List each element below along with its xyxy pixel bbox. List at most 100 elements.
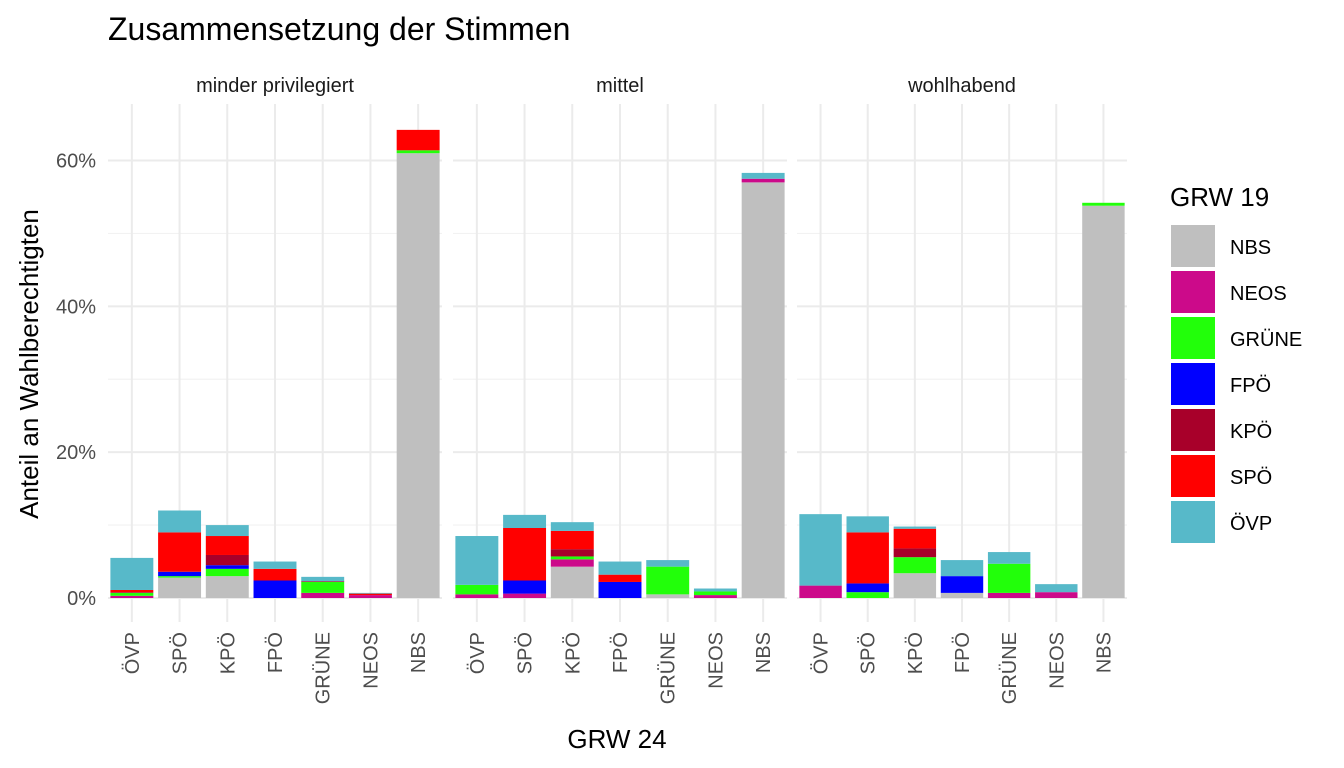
y-tick-label: 0%: [67, 588, 96, 610]
bar-segment-nbs-spoe: [396, 129, 440, 151]
bar-segment-spoe-oevp: [846, 516, 889, 533]
x-tick-label: ÖVP: [811, 632, 833, 674]
bar-segment-fpoe-nbs: [940, 592, 984, 598]
bar-segment-kpoe-gruene: [550, 556, 594, 560]
x-tick-label: ÖVP: [467, 632, 489, 674]
bar-segment-kpoe-gruene: [205, 568, 249, 577]
bar-segment-nbs-nbs: [741, 182, 785, 598]
bar-segment-kpoe-nbs: [550, 566, 594, 598]
bar-segment-gruene-oevp: [301, 576, 345, 582]
bar-segment-kpoe-kpoe: [205, 554, 249, 566]
y-tick-label: 60%: [56, 151, 96, 173]
bar-segment-oevp-neos: [455, 594, 499, 598]
bar-segment-kpoe-oevp: [205, 525, 249, 537]
bar-segment-kpoe-kpoe: [893, 548, 937, 558]
bar-segment-fpoe-spoe: [253, 568, 297, 581]
legend-swatch-spoe: [1171, 455, 1215, 497]
bar-segment-oevp-neos: [110, 595, 154, 598]
bar-segment-oevp-gruene: [110, 592, 154, 596]
bar-segment-fpoe-oevp: [253, 561, 297, 569]
panels-group: 0% 20% 40% 60% minder privilegiert ÖVP SPÖ KPÖ F…: [56, 75, 1127, 704]
bar-segment-nbs-nbs: [396, 153, 440, 599]
bar-segment-oevp-oevp: [110, 557, 154, 590]
bar-segment-neos-oevp: [693, 588, 737, 592]
legend-swatch-nbs: [1171, 225, 1215, 267]
bar-segment-oevp-oevp: [799, 514, 842, 586]
bar-segment-spoe-neos: [503, 593, 547, 598]
bar-segment-fpoe-fpoe: [253, 580, 297, 598]
bar-segment-neos-spoe: [348, 593, 392, 596]
legend-swatch-fpoe: [1171, 363, 1215, 405]
bar-segment-oevp-oevp: [455, 536, 499, 585]
bar-segment-kpoe-nbs: [893, 573, 937, 598]
bar-segment-spoe-fpoe: [503, 580, 547, 594]
x-tick-label: KPÖ: [562, 632, 584, 674]
legend-label-neos: NEOS: [1230, 283, 1287, 305]
bar-segment-neos-gruene: [693, 591, 737, 596]
bar-segment-nbs-gruene: [1082, 202, 1125, 206]
bar-segment-gruene-oevp: [646, 560, 690, 567]
bar-segment-spoe-spoe: [503, 528, 547, 581]
bar-segment-spoe-oevp: [158, 510, 202, 533]
bar-segment-spoe-fpoe: [846, 583, 889, 593]
bar-segment-neos-oevp: [1035, 584, 1078, 593]
legend-title: GRW 19: [1170, 182, 1269, 212]
bar-segment-kpoe-oevp: [893, 526, 937, 529]
legend-label-spoe: SPÖ: [1230, 467, 1272, 489]
bar-segment-fpoe-oevp: [598, 561, 642, 575]
panel-wohlhabend: wohlhabend ÖVP SPÖ KPÖ FPÖ GRÜNE NEOS NBS: [797, 75, 1127, 704]
bar-segment-gruene-neos: [301, 592, 345, 598]
bar-segment-fpoe-fpoe: [940, 576, 984, 593]
bar-segment-kpoe-neos: [550, 559, 594, 567]
x-tick-label: SPÖ: [170, 632, 192, 674]
bar-segment-spoe-gruene: [846, 592, 889, 598]
bar-segment-oevp-kpoe: [110, 592, 154, 593]
bar-segment-nbs-nbs: [1082, 205, 1125, 599]
bar-segment-spoe-oevp: [503, 514, 547, 528]
bar-segment-spoe-spoe: [846, 532, 889, 584]
y-tick-label: 40%: [56, 296, 96, 318]
y-tick-label: 20%: [56, 442, 96, 464]
x-tick-label: GRÜNE: [658, 632, 680, 704]
legend-swatch-neos: [1171, 271, 1215, 313]
legend-label-fpoe: FPÖ: [1230, 375, 1271, 397]
x-tick-label: KPÖ: [905, 632, 927, 674]
bar-segment-neos-neos: [693, 595, 737, 598]
bar-segment-kpoe-kpoe: [550, 549, 594, 557]
legend-swatch-oevp: [1171, 501, 1215, 543]
bar-segment-kpoe-spoe: [893, 528, 937, 549]
bar-segment-kpoe-gruene: [893, 557, 937, 574]
x-tick-label: SPÖ: [515, 632, 537, 674]
bar-segment-kpoe-spoe: [205, 536, 249, 555]
bar-segment-gruene-gruene: [987, 563, 1031, 593]
x-tick-label: FPÖ: [265, 632, 287, 673]
bar-segment-gruene-oevp: [987, 552, 1031, 564]
legend: GRW 19 NBS NEOS GRÜNE FPÖ KPÖ SPÖ ÖVP: [1170, 182, 1302, 543]
x-tick-label: GRÜNE: [999, 632, 1021, 704]
bar-segment-nbs-gruene: [396, 150, 440, 154]
legend-label-nbs: NBS: [1230, 237, 1271, 259]
bar-segment-spoe-gruene: [158, 576, 202, 578]
x-axis-title: GRW 24: [567, 724, 666, 754]
x-tick-label: NEOS: [1046, 632, 1068, 689]
y-axis-title: Anteil an Wahlberechtigten: [14, 209, 44, 519]
bar-segment-gruene-gruene: [301, 581, 345, 593]
x-tick-label: NBS: [753, 632, 775, 673]
legend-swatch-gruene: [1171, 317, 1215, 359]
bar-segment-spoe-nbs: [158, 577, 202, 598]
x-tick-label: KPÖ: [217, 632, 239, 674]
facet-strip-label: minder privilegiert: [196, 75, 354, 97]
bar-segment-spoe-spoe: [158, 532, 202, 572]
panel-mittel: mittel ÖVP SPÖ KPÖ FPÖ GRÜNE NEOS NBS: [453, 75, 787, 704]
bar-segment-nbs-oevp: [741, 172, 785, 179]
bar-segment-gruene-kpoe: [301, 581, 345, 582]
facet-strip-label: mittel: [596, 75, 644, 97]
bar-segment-kpoe-fpoe: [205, 565, 249, 569]
chart-title: Zusammensetzung der Stimmen: [108, 11, 570, 47]
bar-segment-neos-neos: [1035, 592, 1078, 598]
bar-segment-oevp-gruene: [455, 584, 499, 595]
facet-strip-label: wohlhabend: [907, 75, 1016, 97]
bar-segment-nbs-neos: [741, 178, 785, 183]
legend-label-kpoe: KPÖ: [1230, 421, 1272, 443]
